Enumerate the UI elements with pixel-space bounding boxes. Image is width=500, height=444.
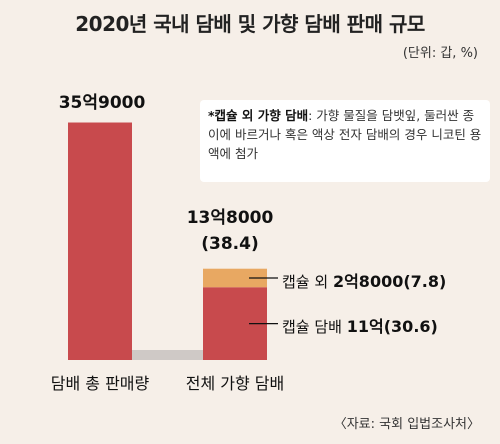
callout-capsule-other-name: 캡슐 외 [282,273,329,291]
footnote-box: *캡슐 외 가향 담배: 가향 물질을 담뱃잎, 둘러싼 종이에 바르거나 혹은… [200,100,490,182]
callout-capsule: 캡슐 담배 11억(30.6) [282,313,438,337]
source-label: 〈자료: 국회 입법조사처〉 [333,417,480,432]
bar-2-segment-2 [203,268,267,288]
bar-1-segment-1 [68,122,132,360]
chart-title: 2020년 국내 담배 및 가향 담배 판매 규모 [75,12,425,36]
footnote-text: : 가향 물질을 담뱃잎, 둘러싼 종이에 바르거나 혹은 액상 전자 담배의 … [208,108,482,161]
category-label-1: 담배 총 판매량 [50,374,150,393]
callout-capsule-value: 11억(30.6) [346,317,438,336]
bar-connector [132,350,203,360]
callout-capsule-name: 캡슐 담배 [282,318,342,336]
bar-total-label-1: 35억9000 [58,93,146,113]
category-label-2: 전체 가향 담배 [185,374,285,393]
callout-capsule-other-value: 2억8000(7.8) [332,272,447,291]
footnote-label: *캡슐 외 가향 담배 [208,108,309,123]
bar-total-label-2: 13억8000 [186,208,274,228]
bar-share-label-2: (38.4) [201,234,259,254]
unit-label: (단위: 갑, %) [402,46,478,61]
callout-capsule-other: 캡슐 외 2억8000(7.8) [282,268,446,292]
